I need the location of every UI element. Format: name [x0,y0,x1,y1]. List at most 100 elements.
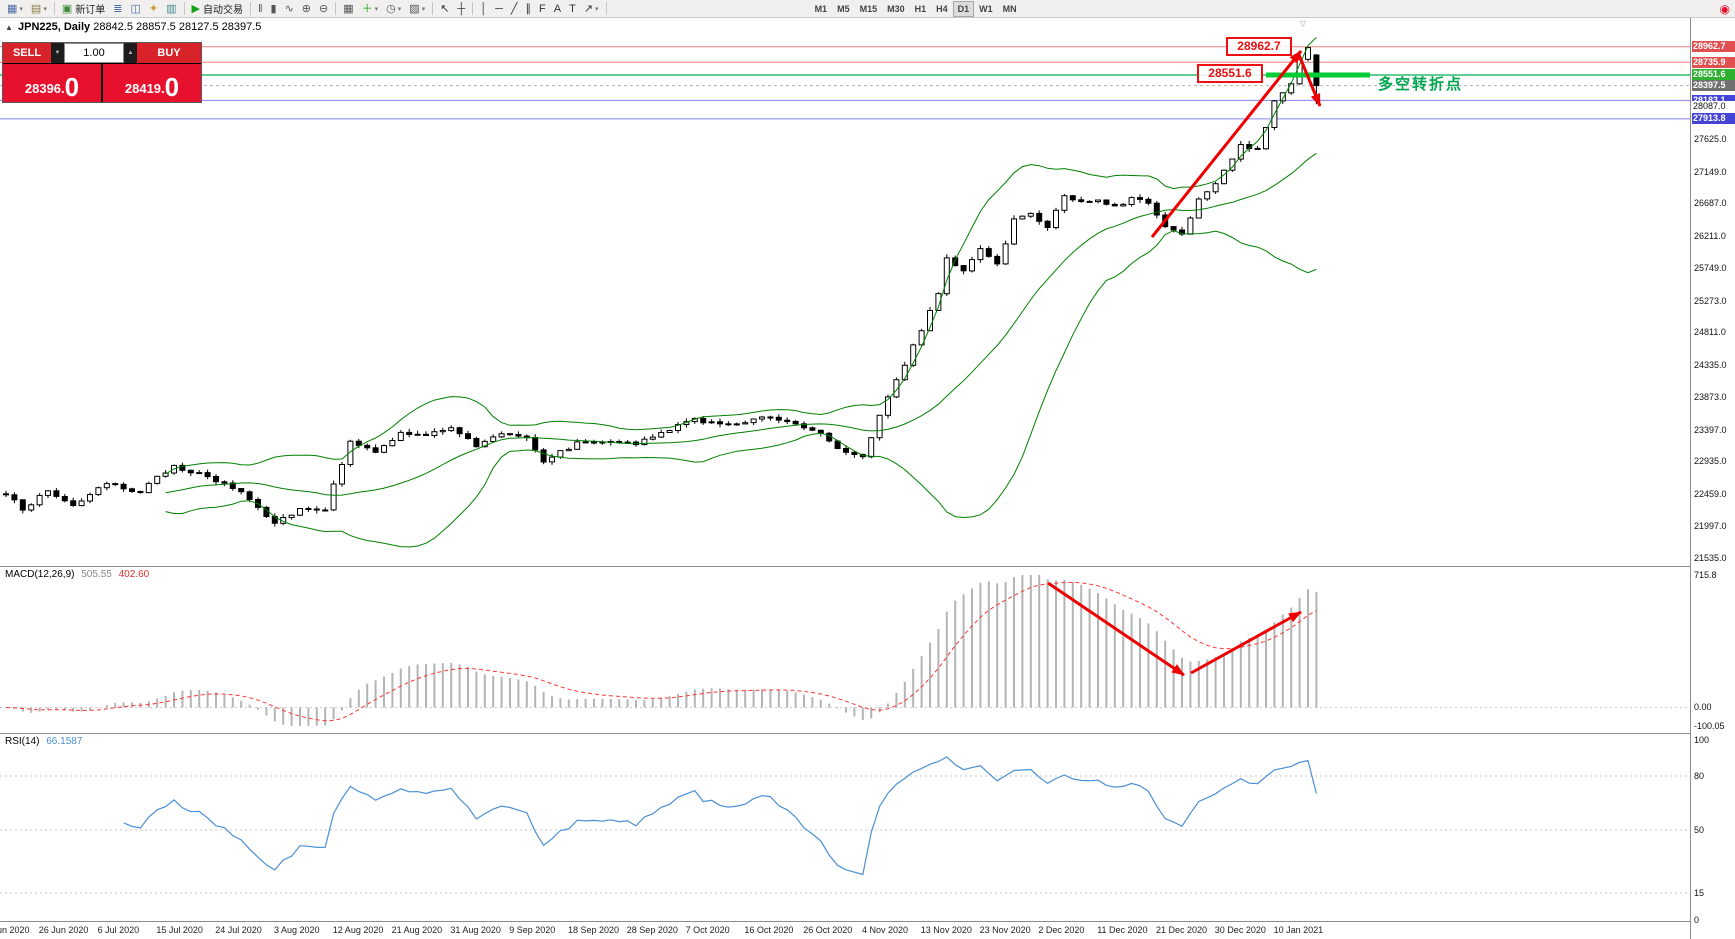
market-watch-button[interactable]: ≣ [109,0,126,18]
timeframe-d1[interactable]: D1 [952,0,975,17]
timeframe-m1[interactable]: M1 [814,3,828,14]
templates-icon: ▧ [409,2,420,15]
periods-button-dropdown-arrow[interactable]: ▾ [397,5,402,13]
text-label-button[interactable]: T [565,0,580,18]
text-button[interactable]: A [550,0,565,18]
indicators-button-dropdown-arrow[interactable]: ▾ [374,5,379,13]
timeframe-w1[interactable]: W1 [979,3,993,14]
templates-button[interactable]: ▧ ▾ [405,0,429,18]
bollinger-middle-band [165,152,1317,496]
terminal-button[interactable]: ▥ [162,0,180,18]
annotation-support-price-box[interactable]: 28551.6 [1197,64,1263,83]
reversal-down-arrow [1297,54,1322,107]
timeframe-m5[interactable]: M5 [837,3,850,14]
annotation-note-text[interactable]: 多空转折点 [1378,76,1464,93]
indicators-button[interactable]: ＋ ▾ [358,0,383,18]
cursor-button[interactable]: ↖ [436,0,453,18]
periods-button[interactable]: ◷ ▾ [382,0,405,18]
macd-pane-canvas[interactable] [0,567,1690,733]
pane-separator-rsi[interactable] [0,733,1735,734]
channel-button[interactable]: ∥ [522,0,536,18]
volume-decrease-button[interactable]: ▼ [51,43,64,63]
annotation-high-price-box[interactable]: 28962.7 [1226,37,1292,56]
community-icon[interactable]: ◉ [1719,2,1730,16]
macd-axis-label: -100.05 [1694,721,1725,731]
cursor-icon: ↖ [440,2,450,15]
main-chart-canvas[interactable] [0,18,1690,566]
symbol-header: ▲ JPN225, Daily 28842.5 28857.5 28127.5 … [5,21,261,33]
new-order-button[interactable]: ▣ 新订单 [58,0,109,18]
time-axis[interactable]: 17 Jun 2020 26 Jun 2020 6 Jul 2020 15 Jul 2… [0,922,1690,939]
date-label: 23 Nov 2020 [979,925,1031,935]
data-window-button[interactable]: ◫ [126,0,144,18]
profiles-button-dropdown-arrow[interactable]: ▾ [43,5,47,13]
fibonacci-icon: F [539,2,546,15]
date-label: 9 Sep 2020 [509,925,556,935]
timeframe-h1[interactable]: H1 [914,3,927,14]
macd-axis-label: 715.8 [1694,570,1717,580]
price-axis[interactable]: 27625.0 27149.0 26687.0 26211.0 25749.0 25273… [1690,18,1735,939]
timeframe-m30[interactable]: M30 [887,3,905,14]
bar-chart-mode-button[interactable]: ‖ [254,0,267,18]
toolbar-separator [183,2,185,15]
macd-up-arrow[interactable] [1190,610,1302,675]
price-tag-28183-1: 28183.1 [1692,94,1735,106]
volume-input[interactable]: 1.00 [64,43,124,63]
date-label: 11 Dec 2020 [1097,925,1148,935]
periods-icon: ◷ [386,2,396,15]
tile-windows-button[interactable]: ▦ [339,0,357,18]
price-axis-label: 22935.0 [1694,456,1727,467]
date-label: 31 Aug 2020 [450,925,501,935]
arrows-icon: ↗ [583,2,594,15]
price-tag-28087-0: 28087.0 [1692,101,1735,113]
templates-button-dropdown-arrow[interactable]: ▾ [421,5,426,13]
chart-shift-marker[interactable]: ▽ [1300,19,1307,28]
uptrend-arrow [1150,50,1303,238]
horizontal-line-button[interactable]: ─ [491,0,507,18]
rsi-axis-label: 50 [1694,825,1705,835]
buy-button[interactable]: BUY [137,43,201,63]
zoom-out-button[interactable]: ⊖ [315,0,332,18]
timeframe-mn[interactable]: MN [1002,3,1017,14]
chart-drawing-annotations[interactable] [1150,50,1370,238]
macd-indicator-label: MACD(12,26,9) 505.55 402.60 [5,569,149,580]
horizontal-line-objects[interactable] [0,46,1690,120]
timeframe-h4[interactable]: H4 [936,3,948,14]
price-axis-label: 26211.0 [1694,231,1726,242]
new-chart-button-dropdown-arrow[interactable]: ▾ [19,5,23,13]
date-label: 17 Jun 2020 [0,925,30,935]
candlestick-mode-button[interactable]: ▮ [267,0,281,18]
bollinger-lower-band [165,230,1317,548]
profiles-button[interactable]: ▤ ▾ [27,0,51,18]
zoom-in-icon: ⊕ [301,2,312,15]
date-label: 3 Aug 2020 [274,925,320,935]
macd-main-value: 505.55 [81,569,112,580]
pane-separator-macd[interactable] [0,566,1735,567]
toolbar-separator [335,2,337,15]
text-icon: A [553,2,562,15]
navigator-button[interactable]: ✦ [145,0,162,18]
buy-price-display[interactable]: 28419. 0 [103,64,201,102]
macd-down-arrow[interactable] [1047,581,1185,677]
arrows-button[interactable]: ↗ ▾ [580,0,603,18]
trendline-button[interactable]: ╱ [507,0,522,18]
vertical-line-button[interactable]: │ [476,0,491,18]
fibonacci-button[interactable]: F [535,0,550,18]
zoom-in-button[interactable]: ⊕ [298,0,315,18]
macd-axis-label: 0.00 [1694,702,1712,713]
date-label: 28 Sep 2020 [626,925,678,935]
date-label: 10 Jan 2021 [1273,925,1324,935]
line-chart-mode-button[interactable]: ∿ [281,0,298,18]
autotrading-button-label: 自动交易 [202,5,243,16]
volume-increase-button[interactable]: ▲ [124,43,137,63]
arrows-button-dropdown-arrow[interactable]: ▾ [595,5,599,13]
crosshair-button[interactable]: ┼ [453,0,469,18]
timeframe-m15[interactable]: M15 [859,3,878,14]
autotrading-button[interactable]: ▶ 自动交易 [188,0,247,18]
new-chart-button[interactable]: ▦ ▾ [3,0,27,18]
rsi-pane-canvas[interactable] [0,734,1690,921]
sell-price-display[interactable]: 28396. 0 [3,64,101,102]
price-tag-28397-5: 28397.5 [1692,80,1735,92]
date-label: 24 Jul 2020 [215,925,262,935]
sell-button[interactable]: SELL [3,43,51,63]
